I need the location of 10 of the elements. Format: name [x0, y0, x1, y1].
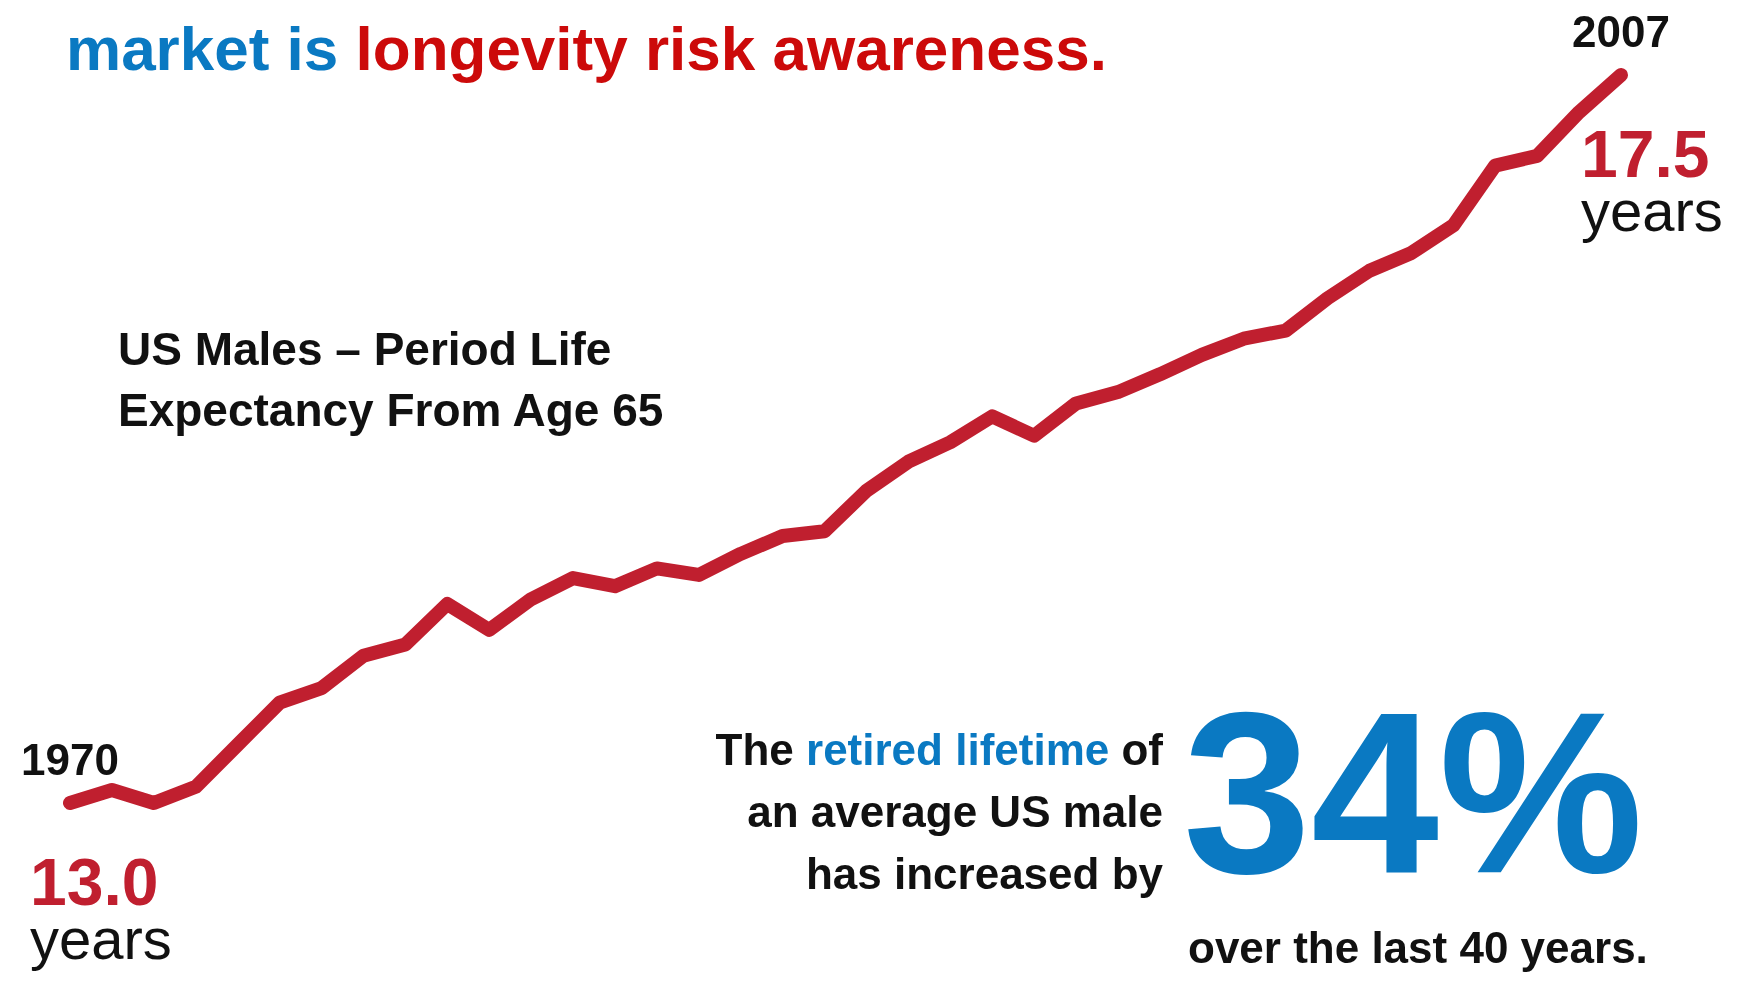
- annotation: 34%: [1183, 664, 1644, 921]
- annotation: an average US male has increased by: [747, 787, 1163, 898]
- chart-title: market is longevity risk awareness.: [66, 14, 1107, 83]
- text: over the last 40 years.: [1188, 923, 1648, 972]
- annotation: The: [715, 725, 794, 774]
- annotation: US Males – Period Life Expectancy From Age 65: [118, 323, 664, 436]
- x-tick-label: 1970: [21, 735, 119, 784]
- annotation: of: [1121, 725, 1163, 774]
- x-tick-label: 2007: [1572, 7, 1670, 56]
- annotation: retired lifetime: [806, 725, 1110, 774]
